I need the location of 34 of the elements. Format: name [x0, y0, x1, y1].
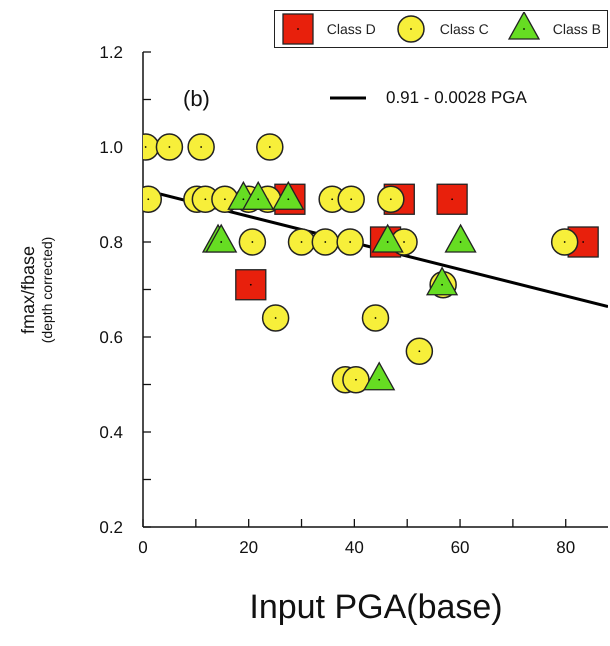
point: [187, 133, 215, 161]
y-tick-label: 0.8: [99, 233, 123, 252]
point: [336, 228, 364, 256]
point: [342, 366, 370, 394]
point: [406, 338, 434, 365]
point: [262, 304, 290, 332]
point: [235, 269, 266, 300]
x-tick-label: 40: [344, 538, 364, 558]
x-tick-label: 0: [138, 538, 148, 558]
point: [436, 184, 468, 215]
legend-label: 0.91 - 0.0028 PGA: [386, 88, 527, 108]
y-tick-label: 0.6: [99, 328, 123, 348]
x-tick-label: 80: [556, 538, 576, 558]
point: [337, 186, 365, 213]
y-tick-label: 0.2: [99, 518, 123, 538]
y-axis-title: fmax/fbase: [18, 246, 38, 334]
point: [362, 304, 390, 332]
legend-label: Class B: [552, 21, 601, 37]
point: [312, 228, 340, 256]
text: (depth corrected): [39, 236, 55, 344]
y-tick-label: 1.0: [99, 138, 123, 158]
x-tick-label: 20: [239, 538, 258, 558]
point: [256, 133, 284, 161]
point: [550, 228, 578, 256]
legend-label: Class D: [326, 21, 376, 37]
annotation: (b): [183, 86, 210, 112]
x-tick-label: 60: [450, 538, 470, 558]
point: [288, 228, 316, 256]
point: [156, 133, 184, 161]
x-axis-title: Input PGA(base): [249, 588, 503, 626]
y-tick-label: 0.4: [99, 423, 123, 442]
y-tick-label: 1.2: [99, 43, 123, 62]
legend-label: Class C: [440, 21, 489, 37]
point: [238, 228, 266, 256]
